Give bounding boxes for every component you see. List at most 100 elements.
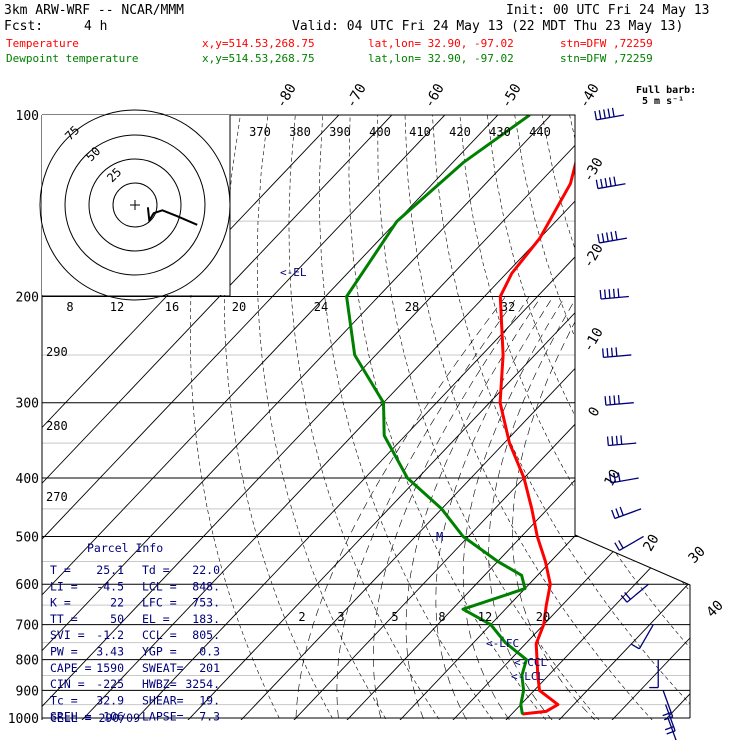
wind-barb-feather [632,644,640,649]
model-title: 3km ARW-WRF -- NCAR/MMM [4,3,184,18]
dewpoint-xy: x,y=514.53,268.75 [202,52,315,65]
parcel-info-cell: TT = [50,612,78,626]
moist-adiabat-line [296,297,506,731]
dewpoint-point [407,477,409,479]
dry-adiabat-line [224,115,339,731]
dry-adiabat-label: 290 [46,345,68,359]
parcel-info-cell: 848. [192,579,220,593]
dewpoint-point [462,608,464,610]
wind-barb-feather [613,108,615,117]
wind-barb [603,347,632,357]
pressure-tick-label: 200 [16,291,39,306]
temperature-station: stn=DFW ,72259 [560,37,653,50]
wind-barb-feather [605,178,607,187]
dewpoint-point [462,162,464,164]
parcel-info-cell: PW = [50,645,78,659]
wind-barb-feather [612,436,613,445]
temperature-point [500,296,502,298]
lcl-marker: <-LCL [511,670,544,683]
theta-label: 400 [369,125,391,139]
wind-barb-feather [619,540,624,548]
parcel-info-cell: 805. [192,628,220,642]
isotherm-label: 10 [601,467,623,490]
forecast-label: Fcst: [4,19,43,34]
pressure-tick-label: 800 [16,654,39,669]
wind-barb-feather [618,288,619,297]
parcel-info-cell: EL = [142,612,170,626]
wind-barb [605,395,634,405]
dry-adiabat-label: 280 [46,419,68,433]
parcel-info-cell: LFC = [142,596,177,610]
parcel-info-cell: 25.1 [96,563,124,577]
parcel-info-cell: K = [50,596,71,610]
dewpoint-point [497,561,499,563]
dewpoint-latlon: lat,lon= 32.90, -97.02 [368,52,514,65]
parcel-info-cell: -225 [96,677,124,691]
dewpoint-point [383,435,385,437]
theta-label: 370 [249,125,271,139]
temperature-point [535,643,537,645]
barb-legend-line2: 5 m s⁻¹ [642,96,684,107]
wind-barb-feather [599,110,601,119]
wind-barb-feather [615,543,620,551]
pressure-tick-label: 100 [16,109,39,124]
parcel-info-cell: -1.2 [96,628,124,642]
pressure-tick-label: 900 [16,684,39,699]
wind-barb [608,435,637,445]
parcel-info-cell: 0.3 [199,645,220,659]
parcel-info-cell: HWBZ= [142,677,177,691]
dewpoint-point [346,296,348,298]
wind-barb [595,108,624,120]
wind-barb [649,660,658,688]
wind-barb-feather [605,290,606,299]
isotherm-line [390,57,740,731]
isotherm-line [178,57,740,731]
wind-barb [596,177,625,189]
dry-adiabat-line [570,115,740,731]
isotherm-label: -20 [580,241,607,271]
forecast-hours: 4 h [84,19,107,34]
parcel-info-cell: 19. [199,693,220,707]
wind-barb-staff [619,536,643,550]
wind-marker: M [436,530,443,544]
pressure-tick-label: 1000 [8,712,39,727]
dry-adiabat-line [734,115,740,731]
dewpoint-station: stn=DFW ,72259 [560,52,653,65]
parcel-info-cell: 3.43 [96,645,124,659]
wind-barb-feather [603,348,604,357]
isotherm-label: -40 [576,81,603,111]
wind-barb-feather [616,347,617,356]
isotherm-line [655,57,740,731]
mixing-ratio-label: 2 [298,610,305,624]
parcel-info-cell: 3254. [185,677,220,691]
temperature-point [546,604,548,606]
dewpoint-point [441,508,443,510]
wind-barb-feather [614,395,615,404]
dewpoint-point [396,220,398,222]
wind-barb-feather [610,177,612,186]
mixing-ratio-label: 28 [405,300,419,314]
isotherm-label: 20 [640,532,662,555]
isotherm-line [496,57,740,731]
theta-label: 440 [529,125,551,139]
wind-barb-feather [616,508,619,516]
init-time: Init: 00 UTC Fri 24 May 13 [506,3,710,18]
parcel-info-cell: 753. [192,596,220,610]
wind-barb-feather [618,395,619,404]
dry-adiabat-line [432,115,715,731]
parcel-info-cell: SHEAR= [142,693,184,707]
parcel-info-cell: CIN = [50,677,85,691]
dry-adiabat-line [597,115,740,731]
mixing-ratio-label: 32 [501,300,515,314]
wind-barbs [595,108,678,740]
dewpoint-point [521,575,523,577]
theta-label: 410 [409,125,431,139]
wind-barb [598,231,627,243]
dewpoint-point [462,536,464,538]
dewpoint-point [354,354,356,356]
temperature-latlon: lat,lon= 32.90, -97.02 [368,37,514,50]
wind-barb-feather [596,180,598,189]
parcel-info-cell: T = [50,563,71,577]
